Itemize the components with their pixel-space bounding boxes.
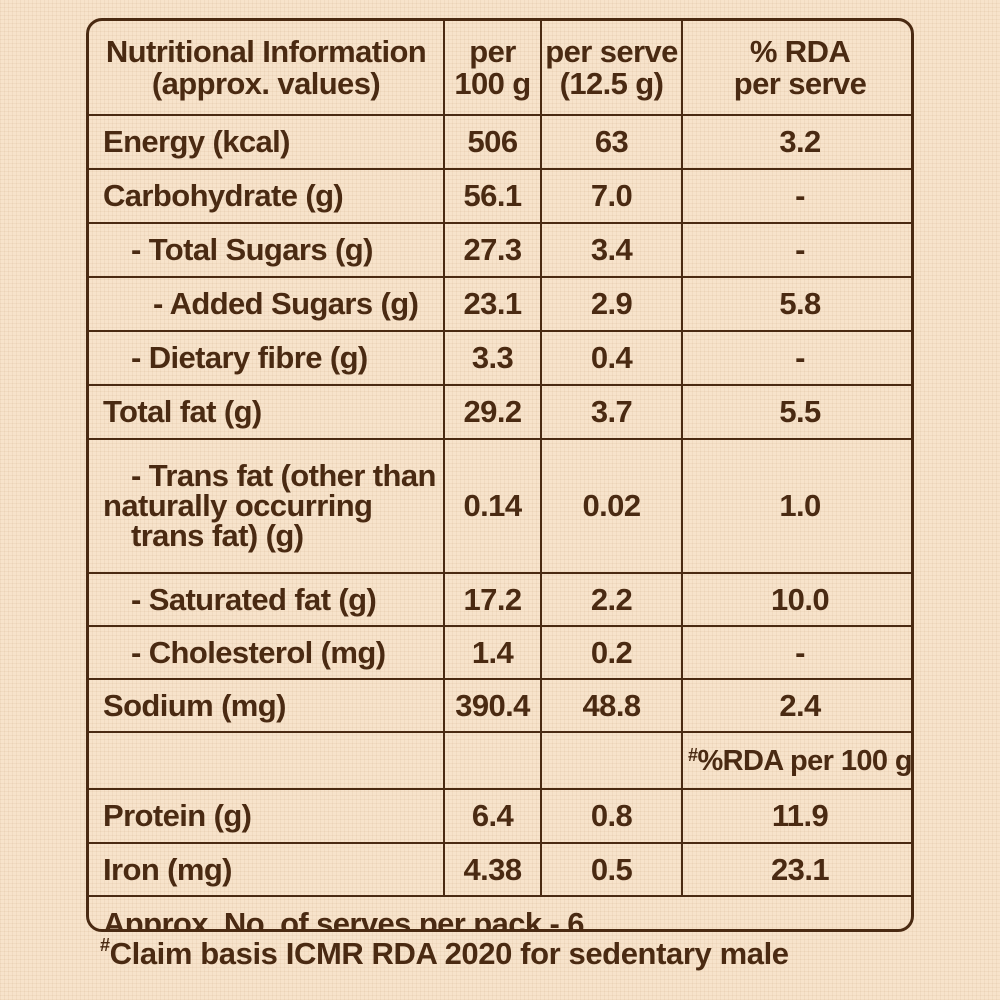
per-serve-value: 3.7 (540, 384, 683, 440)
per-serve-value: 0.02 (540, 438, 683, 574)
table-row: - Dietary fibre (g) 3.3 0.4 - (89, 330, 911, 386)
header-per-serve-line2: (12.5 g) (559, 65, 664, 101)
rda-value: 10.0 (681, 572, 911, 627)
per100-value: 0.14 (443, 438, 542, 574)
rda-value: 11.9 (681, 788, 911, 844)
rda-value: 23.1 (681, 842, 911, 897)
per-serve-value: 7.0 (540, 168, 683, 224)
table-row: Sodium (mg) 390.4 48.8 2.4 (89, 678, 911, 733)
nutrient-label: - Added Sugars (g) (89, 276, 445, 332)
footnote-hash: # (100, 935, 110, 955)
table-row: - Total Sugars (g) 27.3 3.4 - (89, 222, 911, 278)
per-serve-value: 0.2 (540, 625, 683, 680)
nutrient-label: Sodium (mg) (89, 678, 445, 733)
serves-per-pack: Approx. No. of serves per pack - 6 (89, 895, 911, 929)
per100-value: 56.1 (443, 168, 542, 224)
rda-value: - (681, 222, 911, 278)
rda-value: 5.8 (681, 276, 911, 332)
table-row: Total fat (g) 29.2 3.7 5.5 (89, 384, 911, 440)
per100-value: 506 (443, 114, 542, 170)
footnote-text: Claim basis ICMR RDA 2020 for sedentary … (109, 936, 789, 971)
per-serve-value: 2.2 (540, 572, 683, 627)
table-row: Carbohydrate (g) 56.1 7.0 - (89, 168, 911, 224)
table-row: - Added Sugars (g) 23.1 2.9 5.8 (89, 276, 911, 332)
rda-per-100-header: #%RDA per 100 g (681, 731, 912, 790)
nutrition-table: Nutritional Information (approx. values)… (89, 21, 912, 929)
trans-fat-line2: naturally occurring (103, 488, 373, 523)
empty-cell (89, 731, 445, 790)
hash-mark: # (688, 744, 698, 765)
per-serve-value: 0.8 (540, 788, 683, 844)
empty-cell (540, 731, 683, 790)
nutrition-table-panel: Nutritional Information (approx. values)… (86, 18, 914, 932)
per100-value: 3.3 (443, 330, 542, 386)
rda-value: - (681, 168, 911, 224)
rda-value: 2.4 (681, 678, 911, 733)
table-row: Iron (mg) 4.38 0.5 23.1 (89, 842, 911, 897)
rda-value: 1.0 (681, 438, 911, 574)
per-serve-value: 63 (540, 114, 683, 170)
per100-value: 23.1 (443, 276, 542, 332)
header-row: Nutritional Information (approx. values)… (89, 21, 911, 116)
table-row: - Cholesterol (mg) 1.4 0.2 - (89, 625, 911, 680)
rda-subheader-row: #%RDA per 100 g (89, 731, 912, 790)
nutrient-label: - Saturated fat (g) (89, 572, 445, 627)
rda-value: 3.2 (681, 114, 911, 170)
table-row: - Trans fat (other than naturally occurr… (89, 438, 911, 574)
nutrient-label: Energy (kcal) (89, 114, 445, 170)
nutrient-label: - Cholesterol (mg) (89, 625, 445, 680)
header-nutrient: Nutritional Information (approx. values) (89, 21, 445, 116)
per100-value: 29.2 (443, 384, 542, 440)
trans-fat-line1: - Trans fat (other than (131, 458, 436, 493)
nutrient-label: - Trans fat (other than naturally occurr… (89, 438, 445, 574)
header-nutrient-line1: Nutritional Information (105, 33, 427, 69)
per100-value: 6.4 (443, 788, 542, 844)
header-nutrient-line2: (approx. values) (151, 65, 381, 101)
nutrient-label: Carbohydrate (g) (89, 168, 445, 224)
rda-value: - (681, 625, 911, 680)
table-row: Protein (g) 6.4 0.8 11.9 (89, 788, 911, 844)
footnote: #Claim basis ICMR RDA 2020 for sedentary… (100, 936, 789, 972)
nutrient-label: - Dietary fibre (g) (89, 330, 445, 386)
header-per100: per 100 g (443, 21, 542, 116)
header-per-serve: per serve (12.5 g) (540, 21, 683, 116)
rda-value: - (681, 330, 911, 386)
nutrient-label: Iron (mg) (89, 842, 445, 897)
nutrient-label: Total fat (g) (89, 384, 445, 440)
per-serve-value: 0.4 (540, 330, 683, 386)
header-per100-line1: per (469, 33, 516, 69)
per100-value: 17.2 (443, 572, 542, 627)
header-rda-line2: per serve (733, 65, 867, 101)
header-per-serve-line1: per serve (545, 33, 678, 69)
header-per100-line2: 100 g (454, 65, 531, 101)
nutrient-label: Protein (g) (89, 788, 445, 844)
per100-value: 4.38 (443, 842, 542, 897)
nutrient-label: - Total Sugars (g) (89, 222, 445, 278)
per-serve-value: 2.9 (540, 276, 683, 332)
empty-cell (443, 731, 542, 790)
table-row: Energy (kcal) 506 63 3.2 (89, 114, 911, 170)
rda-per-100-label: %RDA per 100 g (697, 744, 912, 777)
per100-value: 390.4 (443, 678, 542, 733)
per100-value: 27.3 (443, 222, 542, 278)
per-serve-value: 48.8 (540, 678, 683, 733)
trans-fat-line3: trans fat) (g) (131, 518, 304, 553)
per-serve-value: 0.5 (540, 842, 683, 897)
per100-value: 1.4 (443, 625, 542, 680)
header-rda-line1: % RDA (749, 33, 851, 69)
header-rda: % RDA per serve (681, 21, 911, 116)
serves-per-pack-row: Approx. No. of serves per pack - 6 (89, 895, 911, 929)
rda-value: 5.5 (681, 384, 911, 440)
table-row: - Saturated fat (g) 17.2 2.2 10.0 (89, 572, 911, 627)
per-serve-value: 3.4 (540, 222, 683, 278)
